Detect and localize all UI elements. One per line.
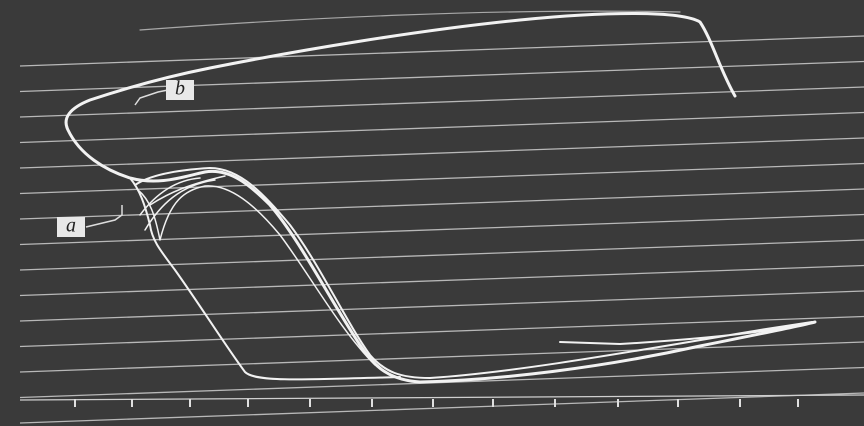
page: {"annotations": [{"label": "b"}, {"label…	[0, 0, 864, 426]
label-text: a	[66, 215, 76, 237]
label-text: b	[175, 78, 185, 100]
oscilloscope-photo: b a	[0, 0, 864, 426]
screen-background	[0, 0, 864, 426]
